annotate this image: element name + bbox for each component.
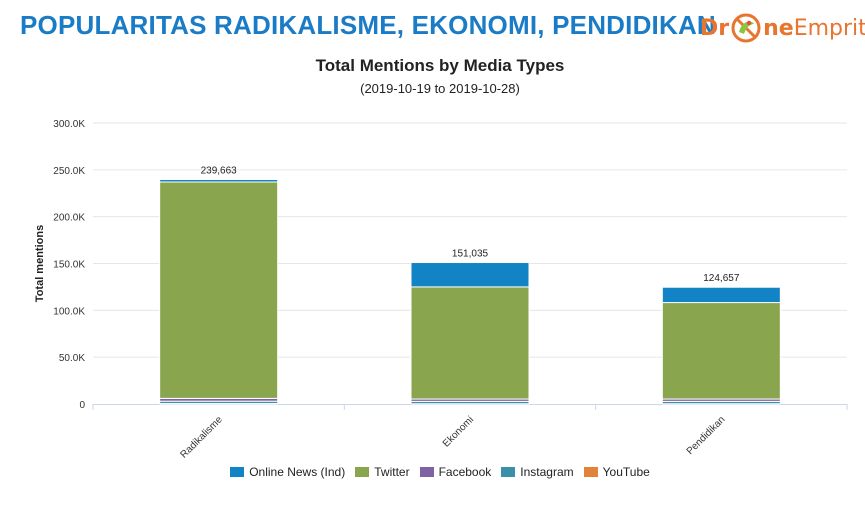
bar-segment-twitter (661, 302, 781, 400)
y-tick-label: 250.0K (53, 166, 85, 177)
legend-swatch (501, 467, 516, 477)
y-tick-label: 100.0K (53, 306, 85, 317)
legend-label: Instagram (520, 465, 574, 479)
y-tick-label: 300.0K (53, 119, 85, 130)
legend-swatch (355, 467, 370, 477)
legend-item[interactable]: Facebook (419, 465, 492, 479)
bar-segment-online-news-ind (159, 179, 279, 183)
x-tick-label: Pendidikan (685, 414, 728, 457)
legend-item[interactable]: Twitter (355, 465, 410, 479)
drone-emprit-logo: Dr ne Emprit (700, 10, 865, 46)
x-tick-label: Ekonomi (441, 414, 476, 449)
y-axis-label: Total mentions (34, 225, 46, 302)
bar-segment-twitter (159, 181, 279, 399)
bar-segment-online-news-ind (661, 286, 781, 304)
y-tick-label: 150.0K (53, 260, 85, 271)
logo-text-bold: ne (763, 15, 794, 41)
chart-subtitle: (2019-10-19 to 2019-10-28) (360, 81, 520, 96)
logo-text-right: Emprit (793, 15, 865, 41)
legend-item[interactable]: Instagram (501, 465, 574, 479)
bar-segment-online-news-ind (410, 262, 530, 288)
x-tick-label: Radikalisme (178, 414, 225, 461)
legend-label: Online News (Ind) (249, 465, 346, 479)
bar-total-label: 124,657 (703, 273, 740, 284)
legend-label: Twitter (374, 465, 410, 479)
legend-swatch (230, 467, 245, 477)
bar-total-label: 151,035 (452, 249, 489, 260)
drone-logo-icon (731, 13, 761, 43)
legend-label: YouTube (602, 465, 650, 479)
legend-swatch (419, 467, 434, 477)
legend-swatch (583, 467, 598, 477)
chart-title: Total Mentions by Media Types (315, 56, 565, 75)
y-tick-label: 200.0K (53, 213, 85, 224)
bar-segment-twitter (410, 286, 530, 400)
chart-legend: Online News (Ind) Twitter Facebook Instagra… (0, 465, 865, 479)
page-title: POPULARITAS RADIKALISME, EKONOMI, PENDID… (20, 10, 716, 40)
bar-total-label: 239,663 (201, 166, 238, 177)
legend-item[interactable]: Online News (Ind) (230, 465, 345, 479)
logo-text-left: Dr (700, 15, 730, 41)
legend-item[interactable]: YouTube (583, 465, 650, 479)
y-tick-label: 0 (79, 400, 85, 411)
y-tick-label: 50.0K (59, 353, 85, 364)
legend-label: Facebook (438, 465, 492, 479)
